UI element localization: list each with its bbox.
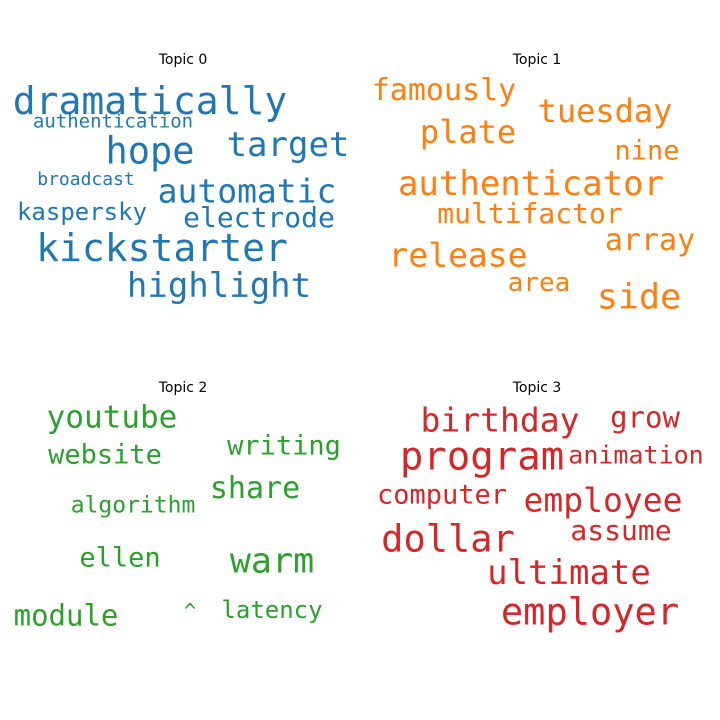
wordcloud-word: plate — [419, 113, 517, 151]
wordcloud-word: electrode — [183, 201, 335, 234]
wordcloud-word: ultimate — [487, 553, 651, 593]
wordcloud-word: website — [48, 439, 162, 471]
wordcloud-word: latency — [221, 596, 323, 624]
wordcloud-word: broadcast — [37, 169, 135, 190]
wordcloud-word: module — [13, 598, 119, 633]
wordcloud-word: tuesday — [537, 92, 673, 130]
wordcloud-word: program — [399, 434, 565, 480]
wordcloud-word: grow — [610, 400, 680, 435]
wordcloud-word: assume — [570, 514, 672, 547]
wordcloud-word: employer — [500, 590, 680, 634]
wordcloud-word: authentication — [32, 110, 194, 133]
wordcloud-word: target — [226, 125, 350, 165]
wordcloud-word: dollar — [381, 517, 515, 561]
wordcloud-word: ^ — [183, 599, 197, 623]
wordcloud-word: array — [604, 223, 696, 258]
panel-title: Topic 1 — [512, 52, 562, 68]
wordcloud-word: share — [209, 471, 301, 506]
wordcloud-word: nine — [614, 135, 680, 167]
wordcloud-word: ellen — [79, 542, 161, 574]
wordcloud-word: youtube — [46, 399, 178, 436]
wordcloud-word: side — [596, 277, 682, 318]
wordcloud-word: kaspersky — [16, 198, 148, 226]
wordcloud-word: algorithm — [70, 492, 196, 519]
wordcloud-word: computer — [376, 479, 508, 511]
wordcloud-word: animation — [568, 440, 704, 470]
wordcloud-word: multifactor — [437, 197, 623, 230]
wordcloud-word: birthday — [420, 400, 580, 440]
wordcloud-word: dramatically — [12, 79, 288, 123]
wordcloud-word: highlight — [126, 266, 312, 306]
wordcloud-word: authenticator — [397, 164, 665, 204]
panel-title: Topic 0 — [158, 52, 208, 68]
wordcloud-word: writing — [227, 430, 341, 462]
wordcloud-word: kickstarter — [36, 226, 288, 270]
wordcloud-word: release — [388, 235, 528, 275]
panel-title: Topic 3 — [512, 380, 562, 396]
wordcloud-word: famously — [371, 73, 517, 108]
wordcloud-word: employee — [523, 480, 683, 520]
panel-title: Topic 2 — [158, 380, 208, 396]
wordcloud-word: automatic — [157, 171, 337, 211]
wordcloud-word: area — [507, 268, 571, 298]
wordcloud-word: warm — [229, 541, 315, 582]
wordcloud-word: hope — [105, 129, 195, 173]
